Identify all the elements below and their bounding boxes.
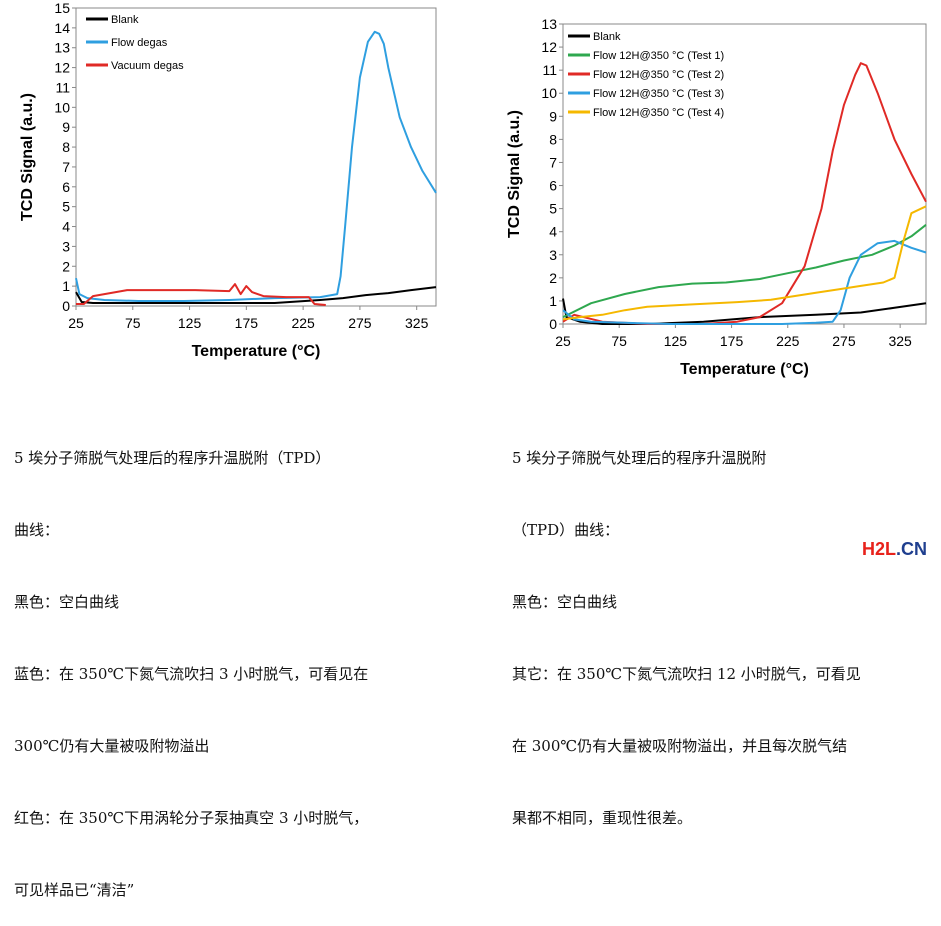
y-tick-label: 0 <box>549 316 557 332</box>
right-caption-line: 在 300℃仍有大量被吸附物溢出，并且每次脱气结 <box>512 737 848 755</box>
series-line-1 <box>562 224 927 318</box>
y-tick-label: 13 <box>54 40 70 56</box>
y-tick-label: 11 <box>542 62 557 78</box>
x-tick-label: 25 <box>555 333 571 349</box>
y-tick-label: 13 <box>541 16 557 32</box>
y-tick-label: 8 <box>549 131 557 147</box>
left-caption-line: 300℃仍有大量被吸附物溢出 <box>14 737 210 755</box>
series-line-1 <box>75 30 437 302</box>
x-tick-label: 225 <box>291 315 315 331</box>
y-tick-label: 6 <box>549 178 557 194</box>
y-tick-label: 2 <box>62 258 70 274</box>
watermark-part1: H2L <box>861 539 896 559</box>
y-tick-label: 15 <box>54 0 70 16</box>
left-caption-line: 蓝色：在 350℃下氮气流吹扫 3 小时脱气，可看见在 <box>14 665 369 683</box>
series-line-4 <box>562 205 927 321</box>
y-tick-label: 10 <box>54 99 70 115</box>
left-caption-line: 可见样品已“清洁” <box>14 881 135 899</box>
x-axis-title: Temperature (°C) <box>680 361 809 378</box>
x-tick-label: 175 <box>235 315 259 331</box>
right-caption-line: 果都不相同，重现性很差。 <box>512 809 693 827</box>
legend-label: Blank <box>111 14 139 26</box>
right-caption-line: 5 埃分子筛脱气处理后的程序升温脱附 <box>512 449 767 467</box>
y-tick-label: 7 <box>549 154 557 170</box>
y-axis-title: TCD Signal (a.u.) <box>19 93 36 221</box>
legend-label: Blank <box>593 31 621 43</box>
y-tick-label: 12 <box>541 39 557 55</box>
y-tick-label: 11 <box>55 79 70 95</box>
x-tick-label: 325 <box>405 315 429 331</box>
watermark-part2: .CN <box>896 539 927 559</box>
left-caption-line: 黑色：空白曲线 <box>14 593 120 611</box>
y-tick-label: 4 <box>549 224 557 240</box>
y-tick-label: 3 <box>62 238 70 254</box>
legend-label: Flow 12H@350 °C (Test 2) <box>593 69 724 81</box>
y-tick-label: 3 <box>549 247 557 263</box>
right-caption: 5 埃分子筛脱气处理后的程序升温脱附 （TPD）曲线： 黑色：空白曲线 其它：在… <box>512 398 861 854</box>
legend-label: Flow 12H@350 °C (Test 4) <box>593 107 724 119</box>
y-tick-label: 4 <box>62 219 70 235</box>
x-axis-title: Temperature (°C) <box>192 343 321 360</box>
x-tick-label: 225 <box>776 333 800 349</box>
y-tick-label: 10 <box>541 85 557 101</box>
left-caption-line: 曲线： <box>14 521 60 539</box>
y-tick-label: 2 <box>549 270 557 286</box>
x-tick-label: 75 <box>611 333 627 349</box>
legend-label: Vacuum degas <box>111 60 184 72</box>
x-tick-label: 125 <box>178 315 202 331</box>
right-caption-line: （TPD）曲线： <box>512 521 620 539</box>
left-caption: 5 埃分子筛脱气处理后的程序升温脱附（TPD） 曲线： 黑色：空白曲线 蓝色：在… <box>14 398 368 926</box>
y-tick-label: 0 <box>62 298 70 314</box>
plot-frame <box>75 7 437 307</box>
legend-label: Flow 12H@350 °C (Test 1) <box>593 50 724 62</box>
x-tick-label: 275 <box>832 333 856 349</box>
x-tick-label: 275 <box>348 315 372 331</box>
y-tick-label: 1 <box>62 278 70 294</box>
legend-label: Flow degas <box>111 37 168 49</box>
x-tick-label: 25 <box>68 315 84 331</box>
left-caption-line: 5 埃分子筛脱气处理后的程序升温脱附（TPD） <box>14 449 331 467</box>
y-tick-label: 14 <box>54 20 70 36</box>
right-caption-line: 黑色：空白曲线 <box>512 593 618 611</box>
y-tick-label: 9 <box>62 119 70 135</box>
x-tick-label: 75 <box>125 315 141 331</box>
y-axis-title: TCD Signal (a.u.) <box>506 110 523 238</box>
x-tick-label: 175 <box>720 333 744 349</box>
series-line-0 <box>75 286 437 304</box>
y-tick-label: 1 <box>549 293 557 309</box>
right-caption-line: 其它：在 350℃下氮气流吹扫 12 小时脱气，可看见 <box>512 665 861 683</box>
y-tick-label: 6 <box>62 179 70 195</box>
series-line-2 <box>76 283 326 306</box>
site-watermark: H2L.CN <box>862 539 927 560</box>
y-tick-label: 8 <box>62 139 70 155</box>
left-caption-line: 红色：在 350℃下用涡轮分子泵抽真空 3 小时脱气， <box>14 809 369 827</box>
y-tick-label: 7 <box>62 159 70 175</box>
legend-label: Flow 12H@350 °C (Test 3) <box>593 88 724 100</box>
y-tick-label: 5 <box>62 199 70 215</box>
x-tick-label: 125 <box>664 333 688 349</box>
y-tick-label: 5 <box>549 201 557 217</box>
series-line-3 <box>562 239 927 325</box>
y-tick-label: 12 <box>54 60 70 76</box>
x-tick-label: 325 <box>888 333 912 349</box>
y-tick-label: 9 <box>549 108 557 124</box>
